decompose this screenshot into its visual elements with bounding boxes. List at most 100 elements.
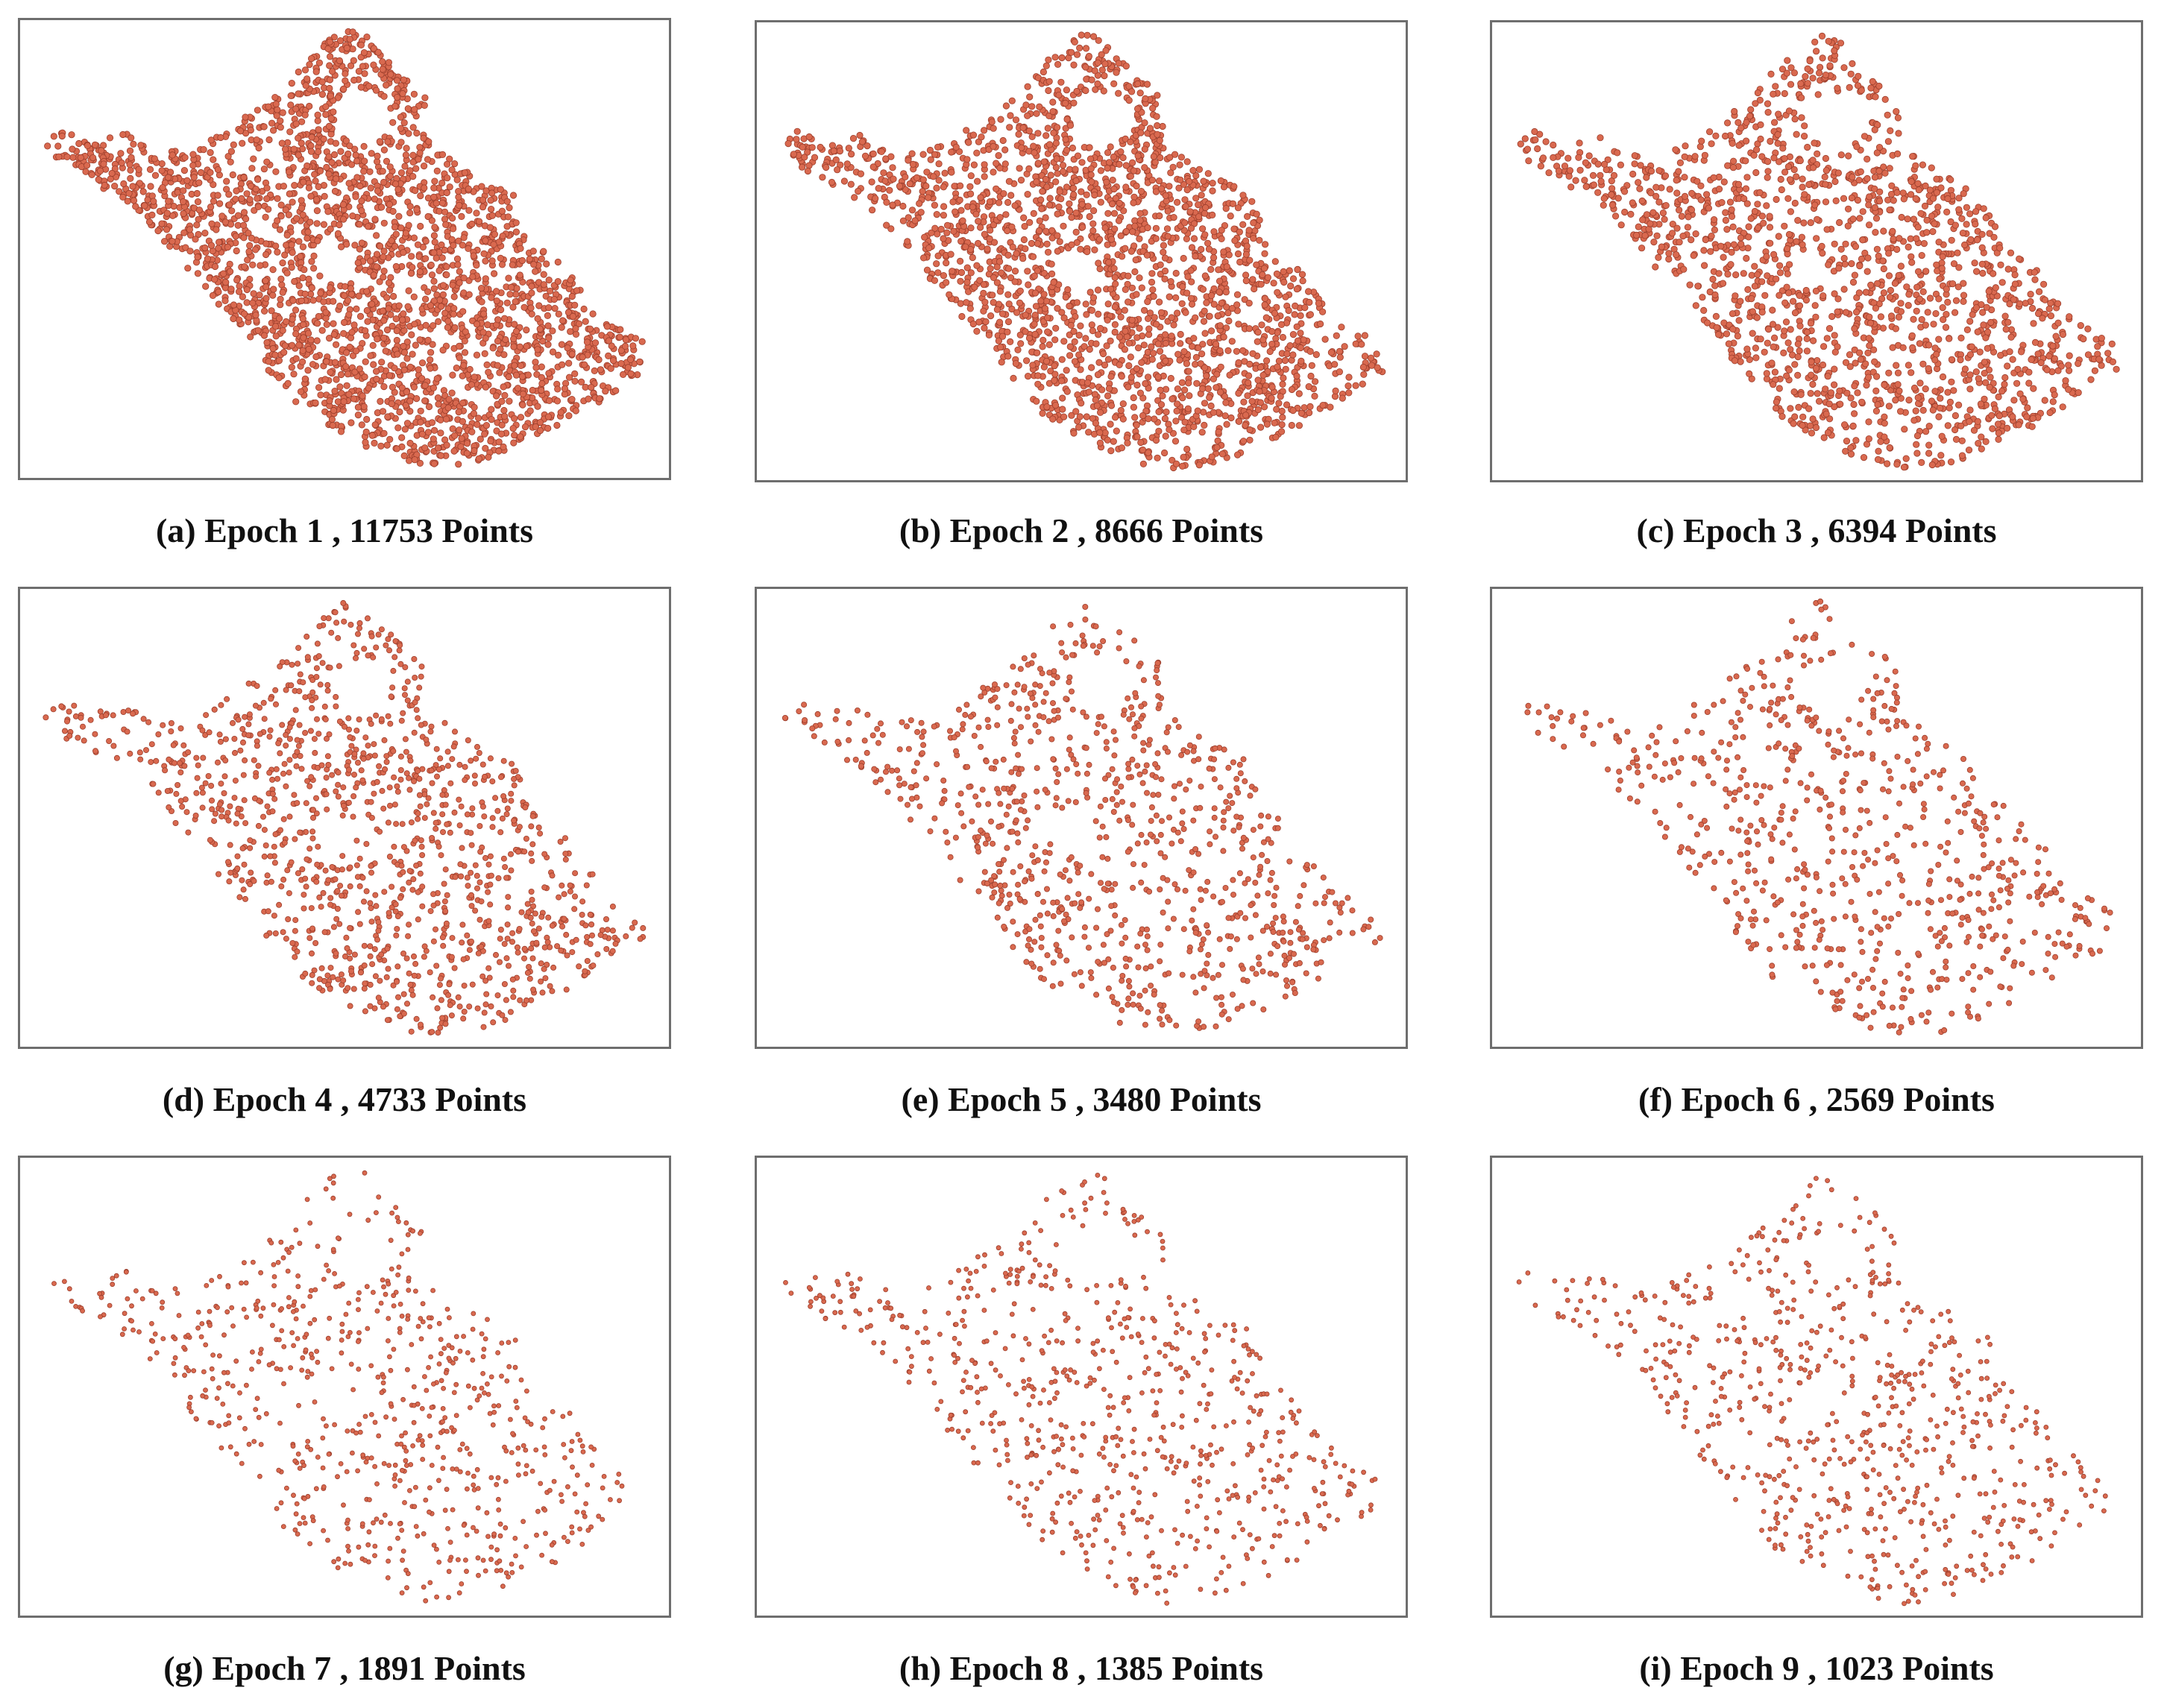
point-marker <box>169 151 176 159</box>
point-marker <box>158 167 166 174</box>
point-marker <box>528 310 535 318</box>
point-marker <box>881 177 889 185</box>
point-marker <box>554 351 562 359</box>
point-marker <box>1186 177 1193 185</box>
point-marker <box>227 148 235 155</box>
point-marker <box>1246 436 1254 444</box>
point-marker <box>976 277 984 284</box>
point-marker <box>1177 340 1184 347</box>
point-marker <box>277 275 285 283</box>
point-marker <box>450 304 458 312</box>
point-marker <box>1201 400 1209 407</box>
point-marker <box>232 195 239 203</box>
point-marker <box>908 207 916 214</box>
point-marker <box>1004 291 1012 298</box>
point-marker <box>283 318 290 326</box>
point-marker <box>298 139 305 147</box>
point-marker <box>1007 338 1014 345</box>
point-marker <box>1073 299 1081 306</box>
point-marker <box>1183 445 1191 453</box>
point-marker <box>411 106 418 113</box>
point-marker <box>585 395 592 403</box>
point-marker <box>456 201 463 209</box>
point-marker <box>422 237 430 245</box>
point-marker <box>227 286 235 293</box>
point-marker <box>450 160 459 168</box>
point-marker <box>506 291 514 298</box>
point-marker <box>1304 288 1312 295</box>
point-marker <box>1156 136 1163 144</box>
point-marker <box>1157 401 1166 409</box>
point-marker <box>1150 292 1157 300</box>
point-marker <box>1007 274 1015 282</box>
point-marker <box>1074 152 1082 160</box>
point-marker <box>1812 313 1820 321</box>
point-marker <box>1051 336 1059 344</box>
point-marker <box>1281 356 1289 365</box>
point-marker <box>1059 394 1066 402</box>
point-marker <box>1049 108 1057 116</box>
point-marker <box>1118 253 1126 260</box>
point-marker <box>1166 293 1173 300</box>
point-marker <box>223 177 230 185</box>
point-marker <box>297 253 304 260</box>
point-marker <box>318 327 326 334</box>
point-marker <box>421 295 430 303</box>
point-marker <box>564 344 571 352</box>
point-marker <box>1060 413 1068 420</box>
point-marker <box>962 243 969 250</box>
point-marker <box>1024 268 1031 275</box>
point-marker <box>1043 183 1051 191</box>
point-marker <box>1246 360 1254 368</box>
point-marker <box>194 270 201 277</box>
point-marker <box>1113 69 1120 76</box>
point-marker <box>1069 144 1076 152</box>
point-marker <box>1201 421 1208 429</box>
point-marker <box>500 406 508 415</box>
point-marker <box>330 406 337 415</box>
point-marker <box>784 140 792 148</box>
point-marker <box>1822 154 1829 163</box>
point-marker <box>1143 81 1151 88</box>
point-marker <box>608 342 615 350</box>
point-marker <box>1091 192 1098 199</box>
point-marker <box>980 289 987 297</box>
point-marker <box>262 277 269 285</box>
point-marker <box>347 62 355 69</box>
point-marker <box>230 315 237 323</box>
point-marker <box>242 215 250 223</box>
point-marker <box>435 318 442 325</box>
point-marker <box>147 183 154 190</box>
point-marker <box>308 133 315 141</box>
point-marker <box>919 151 927 158</box>
point-marker <box>1063 388 1071 395</box>
point-marker <box>344 297 351 304</box>
point-marker <box>327 368 334 376</box>
point-marker <box>477 435 484 443</box>
point-marker <box>1072 166 1079 173</box>
point-marker <box>856 131 864 139</box>
point-marker <box>1767 70 1775 78</box>
point-marker <box>1361 353 1369 360</box>
point-marker <box>978 133 985 141</box>
point-marker <box>949 268 956 275</box>
point-marker <box>925 194 932 201</box>
point-marker <box>970 161 978 168</box>
point-marker <box>383 441 391 449</box>
point-marker <box>987 312 995 320</box>
point-marker <box>1230 225 1238 233</box>
point-marker <box>295 151 302 159</box>
point-marker <box>326 76 334 83</box>
point-marker <box>1111 328 1119 336</box>
point-marker <box>315 126 322 133</box>
point-marker <box>534 403 541 410</box>
point-marker <box>1107 337 1114 344</box>
point-marker <box>322 103 330 110</box>
point-marker <box>1111 225 1119 233</box>
point-marker <box>1136 274 1143 282</box>
point-marker <box>451 324 459 332</box>
point-marker <box>1033 349 1041 356</box>
point-marker <box>262 213 269 221</box>
point-marker <box>1049 98 1057 106</box>
point-marker <box>482 444 489 453</box>
